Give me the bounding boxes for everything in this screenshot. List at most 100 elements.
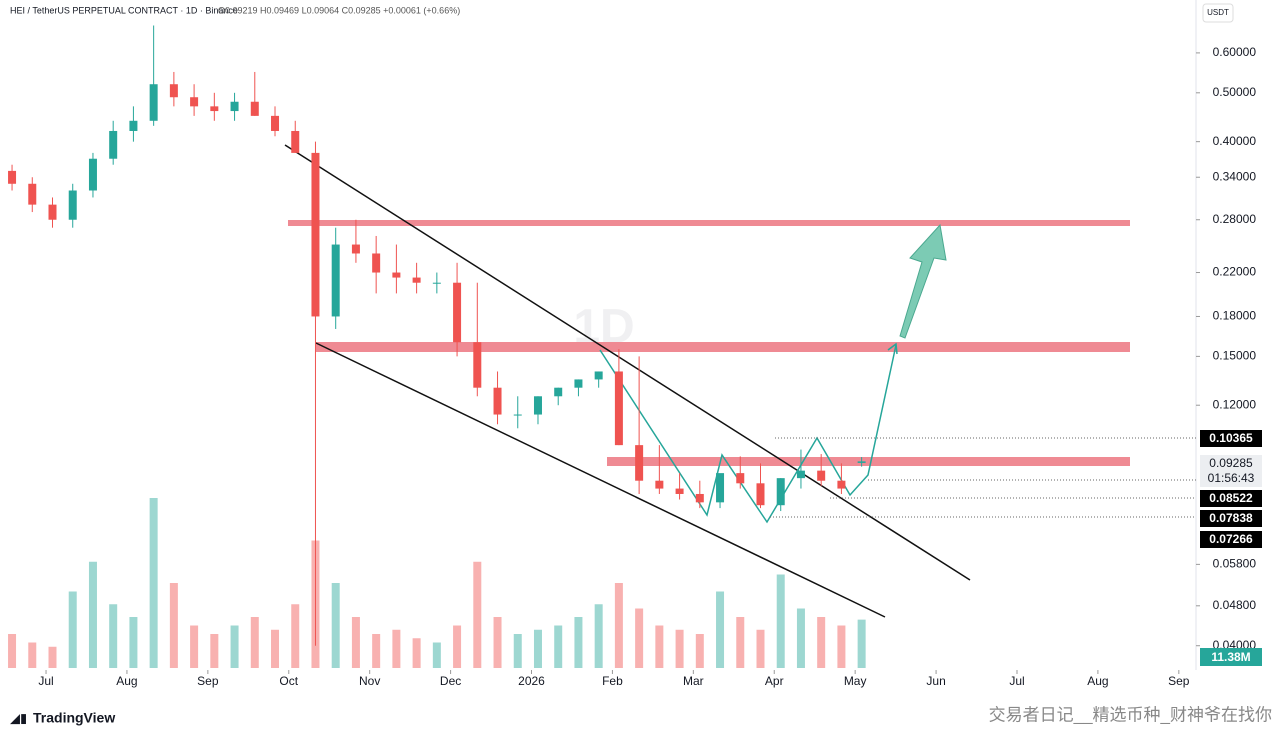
candle-body — [412, 277, 421, 283]
candle-body — [756, 483, 765, 506]
candle-body — [291, 130, 300, 153]
price-tag-text: 0.09285 — [1209, 456, 1253, 470]
volume-bar — [817, 617, 826, 668]
x-tick-label: 2026 — [518, 674, 545, 688]
volume-bar — [736, 617, 745, 668]
countdown: 01:56:43 — [1208, 471, 1255, 485]
watermark-text: 交易者日记__精选币种_财神爷在找你 — [989, 705, 1272, 724]
candle-body — [574, 379, 583, 388]
volume-bar — [554, 625, 563, 668]
volume-bar — [533, 629, 542, 668]
candle-body — [796, 470, 805, 479]
volume-bar — [149, 498, 158, 668]
candle-body — [331, 244, 340, 317]
candle-body — [230, 101, 239, 112]
y-tick-label: 0.22000 — [1213, 265, 1257, 279]
volume-bar — [675, 629, 684, 668]
candle-body — [432, 282, 441, 284]
x-tick-label: Jun — [926, 674, 945, 688]
y-tick-label: 0.50000 — [1213, 85, 1257, 99]
y-tick-label: 0.15000 — [1213, 349, 1257, 363]
candle-body — [554, 387, 563, 397]
candle-body — [372, 253, 381, 273]
x-tick-label: Oct — [279, 674, 298, 688]
price-tag — [1200, 531, 1262, 548]
candle-body — [453, 282, 462, 343]
y-tick-label: 0.60000 — [1213, 45, 1257, 59]
candle-body — [716, 473, 725, 503]
volume-bar — [291, 604, 300, 668]
volume-bar — [88, 561, 97, 668]
volume-bar — [372, 634, 381, 668]
volume-bar — [594, 604, 603, 668]
candle-body — [392, 272, 401, 278]
candle-body — [857, 461, 866, 463]
volume-bar — [796, 608, 805, 668]
trendline — [284, 144, 971, 581]
candle-body — [250, 101, 259, 116]
brand-icon: ◢▮ — [10, 710, 27, 725]
resistance-zone — [288, 220, 1130, 226]
candle-body — [635, 445, 644, 481]
volume-bar — [68, 591, 77, 668]
symbol-title: HEI / TetherUS PERPETUAL CONTRACT · 1D ·… — [10, 5, 238, 15]
candle-body — [513, 414, 522, 416]
volume-bar — [776, 574, 785, 668]
x-tick-label: Jul — [38, 674, 53, 688]
candle-body — [473, 342, 482, 388]
candle-body — [655, 480, 664, 489]
x-tick-label: Sep — [197, 674, 219, 688]
candle-body — [68, 190, 77, 220]
volume-bar — [351, 617, 360, 668]
candle-body — [88, 158, 97, 191]
x-tick-label: Feb — [602, 674, 623, 688]
volume-bar — [574, 617, 583, 668]
arrow-head — [887, 342, 898, 355]
currency-box — [1202, 3, 1234, 23]
y-tick-label: 0.04800 — [1213, 598, 1257, 612]
candle-body — [776, 478, 785, 506]
price-tag — [1200, 510, 1262, 527]
price-tag-text: 0.10365 — [1209, 431, 1253, 445]
x-tick-label: Dec — [440, 674, 461, 688]
x-tick-label: May — [844, 674, 867, 688]
y-tick-label: 0.18000 — [1213, 309, 1257, 323]
volume-bar — [432, 642, 441, 668]
y-tick-label: 0.05800 — [1213, 557, 1257, 571]
volume-bar — [392, 629, 401, 668]
candle-body — [28, 183, 37, 205]
candle-body — [533, 396, 542, 415]
pattern-line — [599, 344, 897, 524]
y-tick-label: 0.34000 — [1213, 169, 1257, 183]
volume-bar — [453, 625, 462, 668]
volume-bar — [716, 591, 725, 668]
candle-body — [271, 115, 280, 131]
x-tick-label: Nov — [359, 674, 380, 688]
volume-bar — [271, 629, 280, 668]
y-tick-label: 0.12000 — [1213, 397, 1257, 411]
volume-bar — [513, 634, 522, 668]
candle-body — [351, 244, 360, 254]
candle-body — [493, 387, 502, 415]
y-tick-label: 0.40000 — [1213, 134, 1257, 148]
volume-bar — [250, 617, 259, 668]
volume-bar — [109, 604, 118, 668]
target-arrow — [899, 223, 947, 339]
candle-body — [190, 97, 199, 107]
candle-body — [169, 84, 178, 98]
volume-bar — [614, 583, 623, 668]
volume-bar — [412, 638, 421, 668]
x-tick-label: Aug — [116, 674, 137, 688]
volume-bar — [129, 617, 138, 668]
price-tag — [1200, 490, 1262, 507]
volume-bar — [28, 642, 37, 668]
volume-bar — [48, 646, 57, 668]
x-tick-label: Jul — [1009, 674, 1024, 688]
volume-bar — [756, 629, 765, 668]
volume-bar — [210, 634, 219, 668]
candle-body — [675, 488, 684, 494]
candle-body — [109, 130, 118, 159]
candle-body — [8, 170, 17, 184]
price-tag-text: 0.08522 — [1209, 491, 1253, 505]
